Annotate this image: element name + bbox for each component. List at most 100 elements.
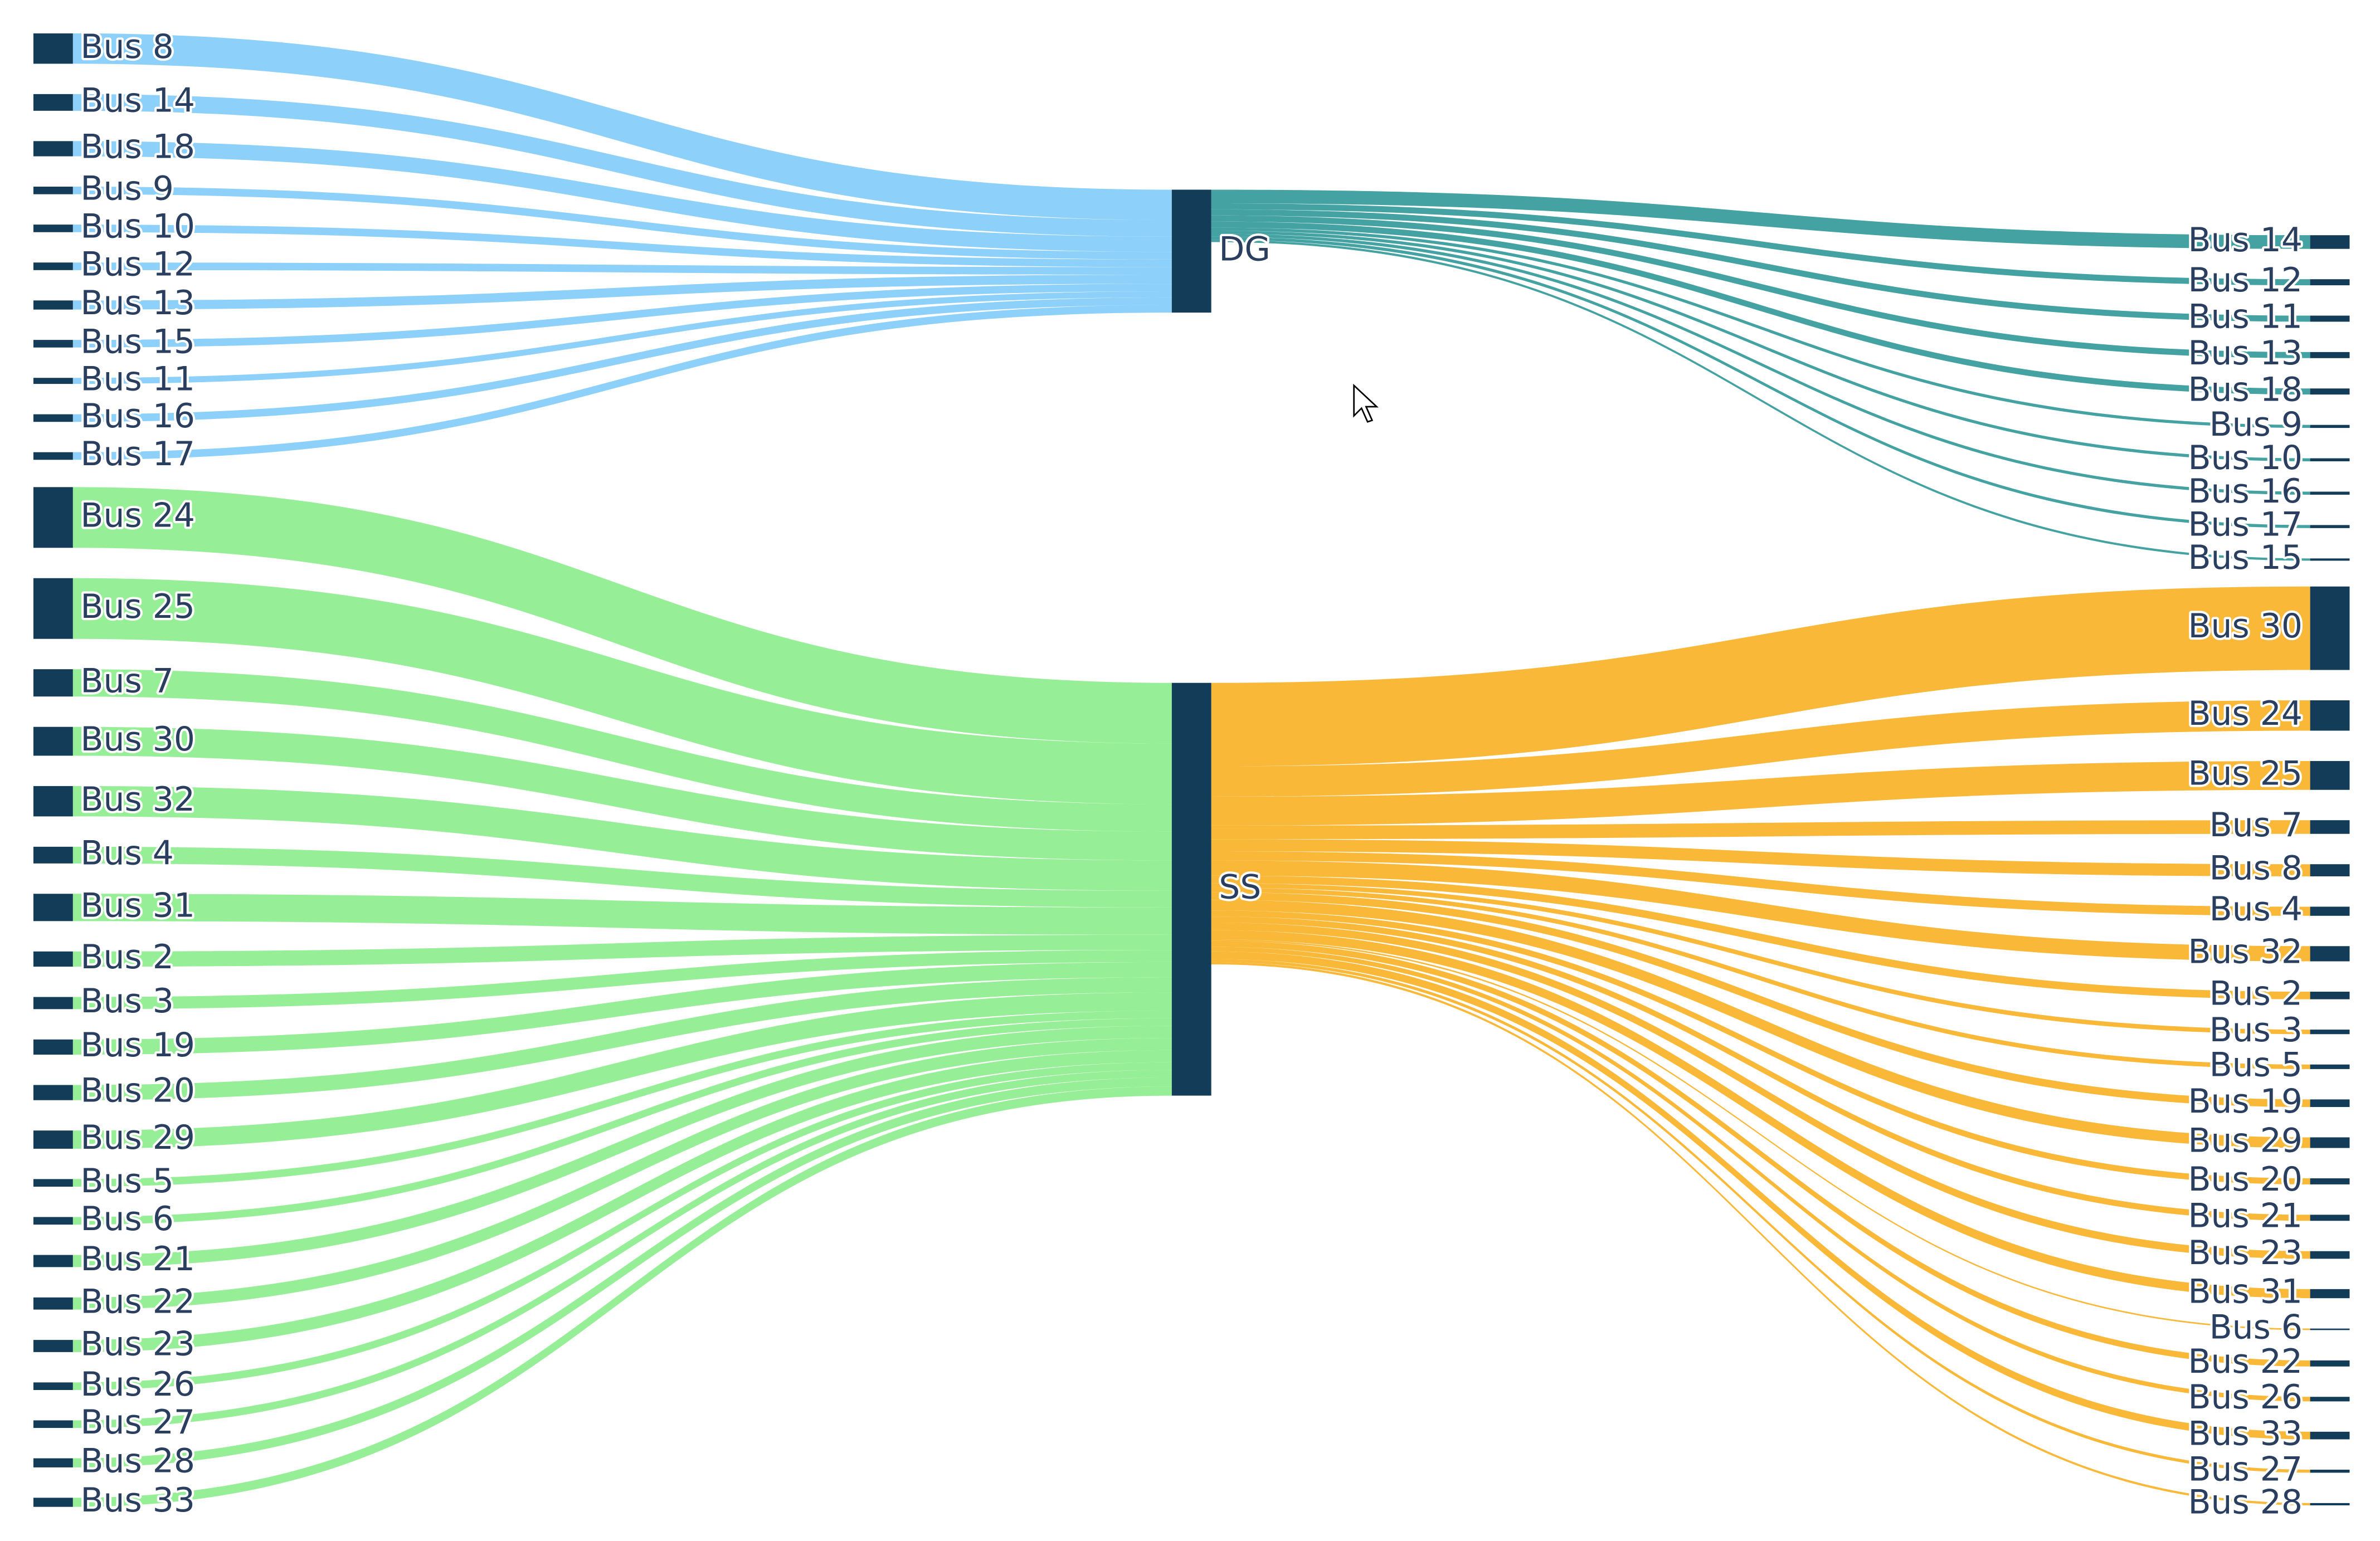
target-node (2310, 906, 2350, 916)
source-label: Bus 15 (80, 323, 195, 362)
hub-node (1171, 189, 1211, 313)
output-link (1211, 875, 2310, 999)
target-label: Bus 4 (2209, 890, 2303, 929)
output-link (1211, 227, 2310, 428)
input-link (72, 305, 1172, 460)
input-link (72, 487, 1172, 744)
source-node (33, 378, 73, 384)
output-link (1211, 586, 2310, 767)
target-label: Bus 5 (2209, 1045, 2303, 1084)
output-link (1211, 860, 2310, 962)
source-node (33, 414, 73, 422)
source-node (33, 1420, 73, 1428)
source-label: Bus 31 (80, 886, 195, 925)
source-node (33, 340, 73, 348)
target-label: Bus 15 (2188, 538, 2303, 577)
target-label: Bus 24 (2188, 694, 2303, 733)
source-node (33, 846, 73, 864)
target-label: Bus 17 (2188, 505, 2303, 544)
source-label: Bus 21 (80, 1240, 195, 1279)
source-label: Bus 7 (80, 661, 173, 700)
source-node (33, 786, 73, 817)
target-node (2310, 1360, 2350, 1367)
input-link (72, 1026, 1172, 1267)
source-label: Bus 16 (80, 397, 195, 436)
output-link (1211, 236, 2310, 528)
target-label: Bus 26 (2188, 1378, 2303, 1417)
target-node (2310, 1099, 2350, 1107)
source-label: Bus 23 (80, 1325, 195, 1364)
output-link (1211, 923, 2310, 1259)
output-link (1211, 700, 2310, 797)
target-node (2310, 352, 2350, 358)
output-link (1211, 959, 2310, 1473)
target-label: Bus 16 (2188, 472, 2303, 511)
target-node (2310, 1137, 2350, 1148)
target-node (2310, 820, 2350, 834)
input-link (72, 726, 1172, 861)
target-node (2310, 700, 2350, 731)
source-label: Bus 17 (80, 435, 195, 474)
output-link (1211, 916, 2310, 1221)
input-link (72, 284, 1172, 348)
target-node (2310, 864, 2350, 876)
output-link (1211, 892, 2310, 1107)
input-link (72, 1050, 1172, 1352)
output-link (1211, 231, 2310, 462)
source-node (33, 1297, 73, 1310)
source-label: Bus 5 (80, 1162, 173, 1201)
source-label: Bus 27 (80, 1403, 195, 1442)
source-node (33, 33, 73, 64)
target-label: Bus 18 (2188, 370, 2303, 409)
target-node (2310, 1289, 2350, 1299)
source-label: Bus 32 (80, 780, 195, 819)
target-label: Bus 20 (2188, 1160, 2303, 1199)
target-label: Bus 31 (2188, 1272, 2303, 1311)
source-node (33, 1085, 73, 1100)
source-node (33, 300, 73, 310)
source-label: Bus 24 (80, 496, 195, 535)
source-node (33, 141, 73, 157)
target-label: Bus 27 (2188, 1450, 2303, 1489)
source-label: Bus 13 (80, 284, 195, 323)
source-node (33, 1217, 73, 1225)
output-link (1211, 900, 2310, 1148)
source-node (33, 1179, 73, 1187)
source-node (33, 94, 73, 111)
input-link (72, 669, 1172, 832)
target-node (2310, 1064, 2350, 1069)
source-node (33, 487, 73, 548)
input-link (72, 894, 1172, 935)
target-node (2310, 1178, 2350, 1184)
source-node (33, 1340, 73, 1352)
target-label: Bus 2 (2209, 974, 2303, 1013)
target-node (2310, 1503, 2350, 1505)
output-link (1211, 951, 2310, 1440)
input-link (72, 275, 1172, 310)
source-label: Bus 14 (80, 81, 195, 120)
hub-label: SS (1219, 868, 1261, 907)
target-node (2310, 425, 2350, 428)
target-label: Bus 32 (2188, 932, 2303, 971)
source-label: Bus 33 (80, 1481, 195, 1520)
source-label: Bus 4 (80, 833, 173, 872)
input-link (72, 291, 1172, 384)
output-link (1211, 240, 2310, 561)
target-node (2310, 760, 2350, 790)
output-link (1211, 883, 2310, 1035)
input-link (72, 297, 1172, 422)
source-node (33, 1382, 73, 1390)
input-link (72, 1077, 1172, 1467)
source-label: Bus 19 (80, 1026, 195, 1065)
output-link (1211, 939, 2310, 1330)
source-label: Bus 2 (80, 938, 173, 977)
input-link (72, 1070, 1172, 1428)
target-label: Bus 21 (2188, 1196, 2303, 1235)
input-link (72, 977, 1172, 1100)
target-label: Bus 12 (2188, 261, 2303, 300)
source-node (33, 1498, 73, 1507)
target-label: Bus 13 (2188, 334, 2303, 373)
input-link (72, 1086, 1172, 1507)
target-node (2310, 235, 2350, 249)
